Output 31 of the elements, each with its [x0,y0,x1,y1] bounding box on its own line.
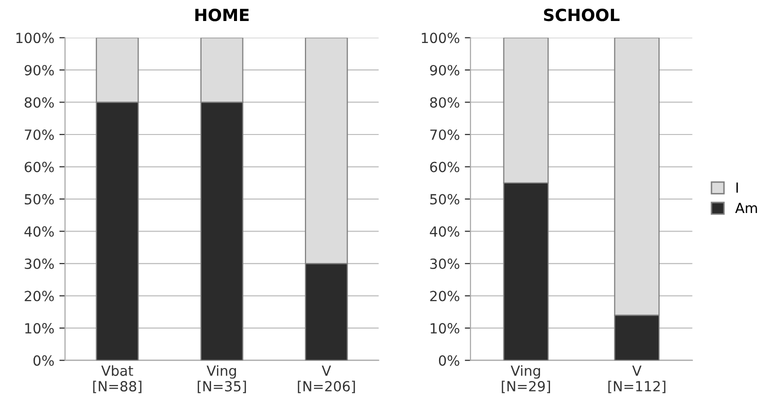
y-tick-label: 90% [24,64,54,76]
y-tick-label: 60% [430,162,460,172]
y-tick-label: 100% [16,32,54,44]
x-tick-label: Ving [N=35] [198,365,246,394]
y-tick-label: 60% [24,162,54,172]
y-tick-label: 0% [438,355,460,366]
y-tick-label: 0% [33,355,54,366]
y-tick-label: 30% [24,258,54,270]
y-tick-label: 30% [430,258,460,270]
y-tick-label: 80% [430,97,460,108]
y-tick-label: 70% [430,129,460,140]
chart-title: SCHOOL [544,8,620,22]
y-tick-label: 40% [24,226,54,237]
y-tick-label: 100% [422,32,460,44]
y-tick-label: 90% [430,64,460,76]
y-tick-label: 10% [25,323,54,334]
y-tick-label: 40% [430,226,460,237]
chart-title: HOME [195,8,249,22]
y-tick-label: 20% [24,290,54,302]
y-tick-label: 70% [24,129,54,140]
y-tick-label: 50% [430,194,460,204]
y-tick-label: 50% [24,194,54,204]
y-tick-label: 10% [430,323,460,334]
x-tick-label: V [N=112] [608,366,666,394]
legend-label: I [736,182,738,193]
x-tick-label: Ving [N=29] [502,365,550,394]
x-tick-label: V [N=206] [298,366,355,394]
legend-label: Am [735,202,757,214]
y-tick-label: 80% [24,97,54,108]
x-tick-label: Vbat [N=88] [93,365,142,394]
y-tick-label: 20% [430,290,460,302]
